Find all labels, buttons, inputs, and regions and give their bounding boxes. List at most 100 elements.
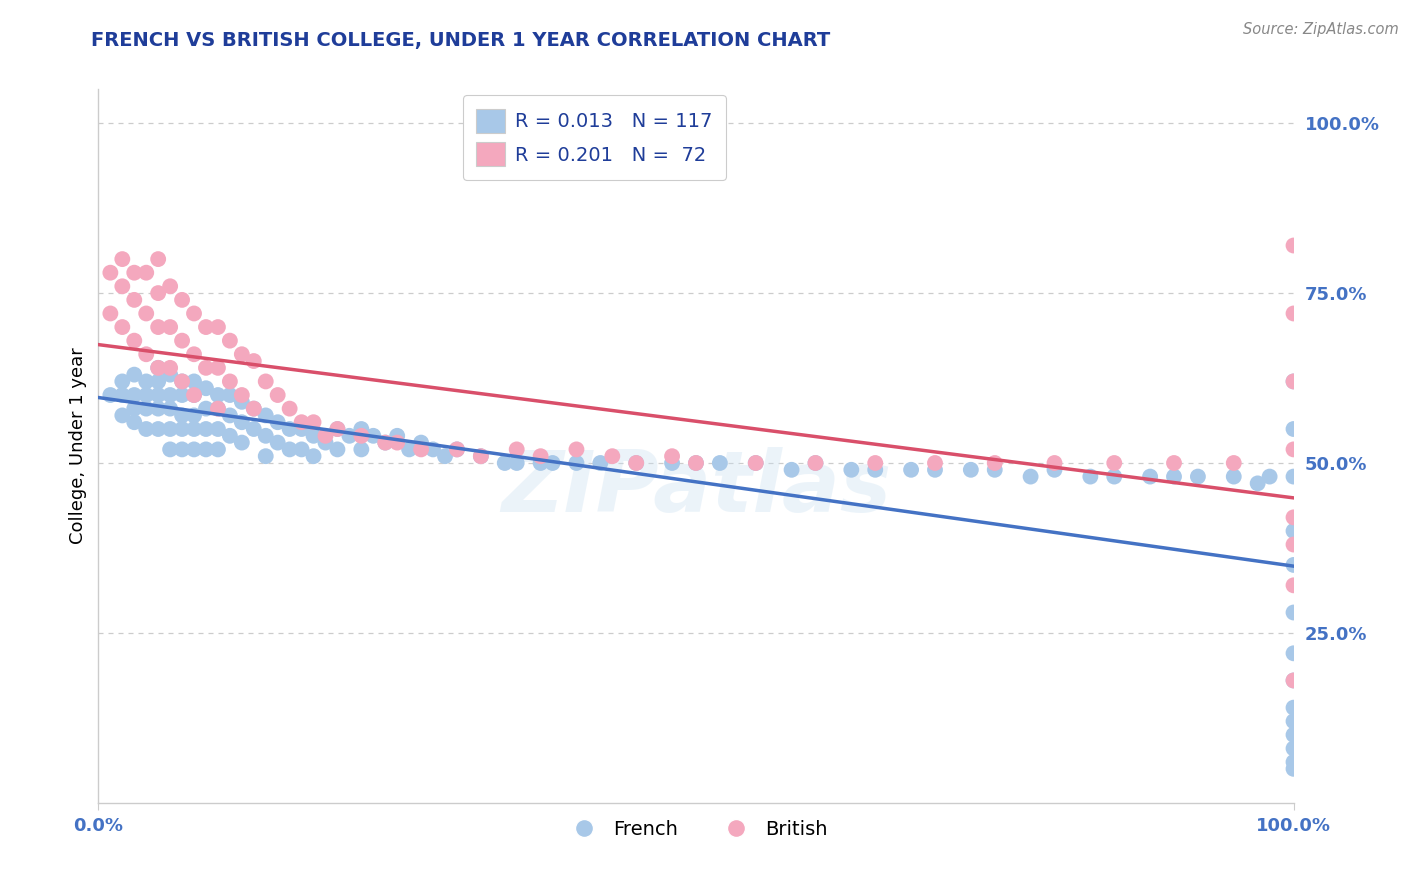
Point [1104,456,1126,470]
Point [1282,762,1305,776]
Point [1163,469,1185,483]
Point [1282,558,1305,572]
Point [1282,422,1305,436]
Point [1282,306,1305,320]
Point [219,388,242,402]
Point [960,463,983,477]
Point [326,422,349,436]
Point [446,442,468,457]
Point [506,456,529,470]
Point [924,463,946,477]
Point [183,409,205,423]
Point [494,456,516,470]
Point [219,429,242,443]
Point [1282,469,1305,483]
Point [159,320,181,334]
Point [98,266,122,280]
Point [159,442,181,457]
Point [148,360,170,375]
Point [183,388,205,402]
Point [148,252,170,266]
Point [422,442,444,457]
Point [124,401,146,416]
Point [231,394,253,409]
Point [231,388,253,402]
Point [1282,578,1305,592]
Point [207,442,229,457]
Point [924,456,946,470]
Point [135,422,157,436]
Point [1282,238,1305,252]
Point [315,435,337,450]
Point [1282,510,1305,524]
Point [135,375,157,389]
Point [135,401,157,416]
Point [1139,469,1161,483]
Point [1258,469,1281,483]
Point [195,442,218,457]
Point [183,388,205,402]
Text: Source: ZipAtlas.com: Source: ZipAtlas.com [1243,22,1399,37]
Legend: French, British: French, British [557,812,835,847]
Point [124,388,146,402]
Point [124,334,146,348]
Point [231,347,253,361]
Point [172,388,194,402]
Point [1163,456,1185,470]
Point [219,375,242,389]
Point [470,449,492,463]
Point [243,422,266,436]
Point [1282,442,1305,457]
Point [302,429,325,443]
Point [278,442,301,457]
Point [219,334,242,348]
Point [1187,469,1209,483]
Point [385,435,409,450]
Point [148,388,170,402]
Point [207,388,229,402]
Point [506,442,529,457]
Point [804,456,827,470]
Point [243,401,266,416]
Point [148,422,170,436]
Point [984,463,1007,477]
Point [446,442,468,457]
Point [135,266,157,280]
Point [159,279,181,293]
Point [661,449,683,463]
Point [159,368,181,382]
Point [1282,673,1305,688]
Point [254,429,277,443]
Point [363,429,385,443]
Point [207,401,229,416]
Point [183,375,205,389]
Point [124,415,146,429]
Point [172,293,194,307]
Point [148,320,170,334]
Point [1282,375,1305,389]
Point [124,368,146,382]
Point [565,442,588,457]
Point [589,456,612,470]
Point [685,456,707,470]
Point [231,415,253,429]
Point [183,306,205,320]
Point [326,442,349,457]
Point [159,422,181,436]
Point [111,252,134,266]
Point [709,456,731,470]
Point [745,456,768,470]
Point [1282,673,1305,688]
Point [254,449,277,463]
Point [398,442,420,457]
Point [243,401,266,416]
Point [111,375,134,389]
Point [135,388,157,402]
Point [195,422,218,436]
Point [385,429,409,443]
Point [148,375,170,389]
Point [278,401,301,416]
Point [1223,456,1246,470]
Point [111,320,134,334]
Point [291,442,314,457]
